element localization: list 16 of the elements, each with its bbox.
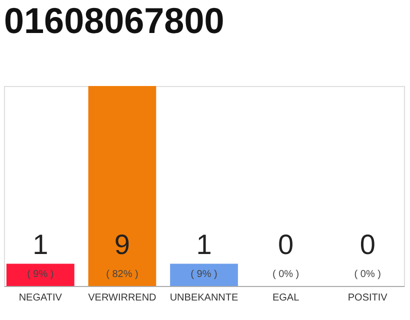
x-tick-label: EGAL: [272, 292, 300, 304]
x-tick-label: VERWIRREND: [88, 292, 156, 304]
data-label: 0: [278, 229, 294, 260]
annotation: ( 9% ): [27, 269, 54, 280]
data-label: 1: [196, 229, 212, 260]
x-tick-label: NEGATIV: [18, 292, 62, 304]
annotation: ( 0% ): [354, 269, 381, 280]
data-label: 9: [114, 229, 130, 260]
data-label: 0: [360, 229, 376, 260]
chart-title: 01608067800: [4, 0, 224, 41]
x-tick-label: UNBEKANNTE: [170, 292, 238, 304]
annotation: ( 82% ): [106, 269, 138, 280]
annotation: ( 9% ): [190, 269, 218, 280]
data-label: 1: [32, 229, 48, 260]
annotation: ( 0% ): [272, 269, 300, 280]
x-tick-label: POSITIV: [348, 292, 388, 304]
